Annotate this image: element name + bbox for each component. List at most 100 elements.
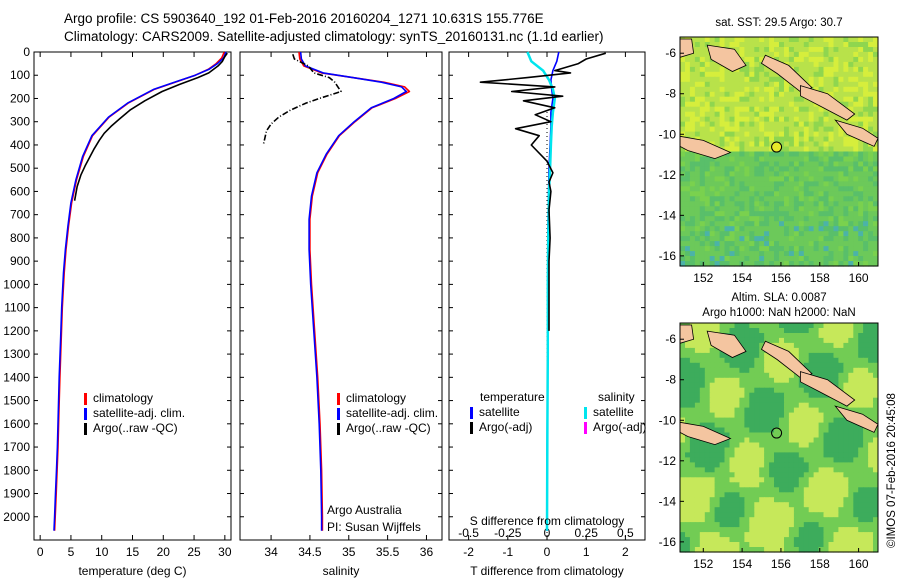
x-tick-label: -1 (502, 545, 513, 559)
x-tick-label: 36 (420, 545, 434, 559)
legend-t-satellite: satellite (479, 405, 520, 419)
land-mass (800, 371, 856, 407)
map-frame (679, 322, 879, 553)
top-tick-label: 0 (544, 526, 551, 540)
y-tick-label: 1900 (3, 487, 30, 501)
legend-header-salinity: salinity (598, 390, 635, 404)
title-line-2: Climatology: CARS2009. Satellite-adjuste… (64, 29, 604, 44)
x-axis-label: T difference from climatology (470, 564, 624, 578)
legend-s-satellite: satellite (593, 405, 634, 419)
map-y-tick-label: -6 (665, 332, 676, 346)
x-tick-label: 10 (95, 545, 109, 559)
y-tick-label: 1500 (3, 394, 30, 408)
x-tick-label: 30 (218, 545, 232, 559)
legend-climatology: climatology (93, 391, 154, 405)
land-mass (834, 119, 879, 147)
x-tick-label: 35 (342, 545, 356, 559)
y-tick-label: 1400 (3, 370, 30, 384)
y-tick-label: 0 (23, 45, 30, 59)
y-tick-label: 700 (10, 208, 30, 222)
imos-credit: ©IMOS 07-Feb-2016 20:45:08 (886, 393, 898, 548)
argo-position-marker (771, 427, 783, 439)
map-y-tick-label: -16 (659, 249, 677, 263)
map-y-tick-label: -10 (659, 413, 677, 427)
x-axis-label: salinity (323, 564, 360, 578)
legend-swatch-blue (84, 407, 87, 420)
x-tick-label: 15 (126, 545, 140, 559)
salinity-panel-frame (239, 51, 443, 541)
sla-map-title-2: Argo h1000: NaN h2000: NaN (702, 307, 856, 319)
y-tick-label: 1800 (3, 463, 30, 477)
y-tick-label: 500 (10, 161, 30, 175)
x-tick-label: 5 (68, 545, 75, 559)
x-tick-label: 0 (544, 545, 551, 559)
annotation-line-1: Argo Australia (327, 503, 402, 517)
map-x-tick-label: 156 (771, 271, 791, 285)
map-x-tick-label: 158 (810, 557, 830, 571)
y-tick-label: 900 (10, 254, 30, 268)
argo-position-marker (771, 141, 783, 153)
legend-swatch-black (84, 422, 87, 435)
temp-legend: climatology satellite-adj. clim. Argo(..… (84, 391, 185, 436)
map-x-tick-label: 154 (732, 557, 752, 571)
legend-header-temperature: temperature (480, 390, 545, 404)
legend-argo: Argo(..raw -QC) (93, 421, 178, 435)
map-x-tick-label: 152 (693, 271, 713, 285)
top-tick-label: 0.25 (575, 526, 599, 540)
map-y-tick-label: -16 (659, 535, 677, 549)
series-satellite (526, 51, 557, 531)
sst-map (679, 36, 879, 267)
map-y-tick-label: -8 (665, 373, 676, 387)
map-x-tick-label: 160 (849, 557, 869, 571)
land-mass (706, 44, 747, 72)
series-climatology (53, 51, 225, 531)
y-tick-label: 1200 (3, 324, 30, 338)
y-tick-label: 1100 (4, 301, 30, 315)
y-tick-label: 1600 (3, 417, 30, 431)
land-mass (706, 330, 747, 358)
map-x-tick-label: 152 (693, 557, 713, 571)
legend-climatology: climatology (346, 391, 407, 405)
x-tick-label: -2 (463, 545, 474, 559)
legend-satellite: satellite-adj. clim. (93, 406, 186, 420)
series-satellite-adj-clim- (299, 51, 408, 531)
map-x-tick-label: 154 (732, 271, 752, 285)
map-y-tick-label: -12 (659, 168, 677, 182)
legend-satellite: satellite-adj. clim. (346, 406, 439, 420)
map-y-tick-label: -12 (659, 454, 677, 468)
diff-legend: temperature salinity satellite satellite… (470, 390, 646, 435)
s-diff-label: S difference from climatology (469, 514, 625, 528)
x-tick-label: 20 (157, 545, 171, 559)
map-y-tick-label: -10 (659, 127, 677, 141)
annotation-line-2: PI: Susan Wijffels (327, 520, 421, 534)
y-tick-label: 1700 (3, 440, 30, 454)
y-tick-label: 1000 (3, 277, 30, 291)
y-tick-label: 400 (10, 138, 30, 152)
series-climatology (298, 51, 411, 531)
series-argo-raw-qc- (262, 54, 342, 146)
y-tick-label: 600 (10, 184, 30, 198)
x-tick-label: 25 (187, 545, 201, 559)
map-x-tick-label: 160 (849, 271, 869, 285)
land-mass (800, 85, 856, 121)
x-tick-label: 34.5 (298, 545, 322, 559)
y-tick-label: 800 (10, 231, 30, 245)
x-tick-label: 34 (264, 545, 278, 559)
series-argo-adj- (479, 52, 607, 331)
series-argo-raw-qc- (73, 52, 228, 201)
map-y-tick-label: -14 (659, 494, 677, 508)
y-tick-label: 200 (10, 91, 30, 105)
map-frame (679, 36, 879, 267)
map-x-tick-label: 158 (810, 271, 830, 285)
legend-swatch-red (84, 392, 87, 405)
y-tick-label: 2000 (3, 510, 30, 524)
x-tick-label: 1 (583, 545, 590, 559)
land-mass (834, 405, 879, 433)
sst-map-title: sat. SST: 29.5 Argo: 30.7 (715, 17, 843, 29)
y-tick-label: 100 (10, 68, 30, 82)
x-tick-label: 2 (622, 545, 629, 559)
sal-legend: climatology satellite-adj. clim. Argo(..… (337, 391, 438, 436)
map-y-tick-label: -8 (665, 87, 676, 101)
sla-map (679, 322, 879, 553)
